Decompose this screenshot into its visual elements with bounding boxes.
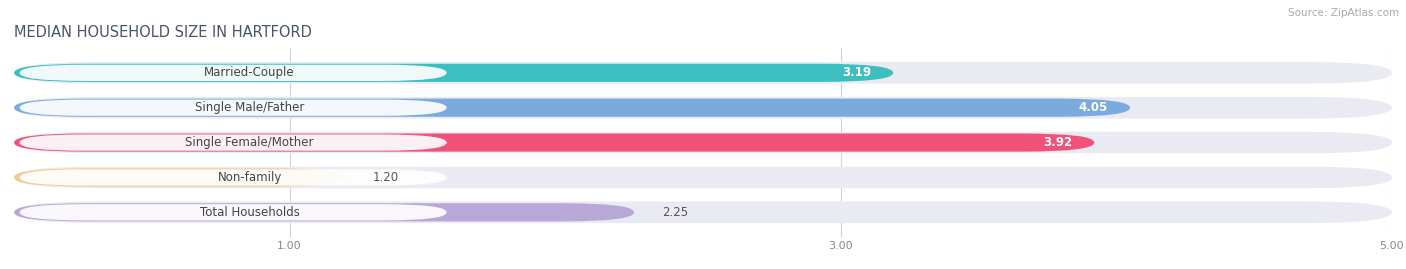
FancyBboxPatch shape xyxy=(20,169,447,186)
Text: Married-Couple: Married-Couple xyxy=(204,66,295,79)
FancyBboxPatch shape xyxy=(14,97,1392,119)
Text: Single Male/Father: Single Male/Father xyxy=(195,101,304,114)
FancyBboxPatch shape xyxy=(14,64,893,82)
FancyBboxPatch shape xyxy=(20,204,447,220)
Text: 3.92: 3.92 xyxy=(1043,136,1073,149)
FancyBboxPatch shape xyxy=(20,100,447,116)
FancyBboxPatch shape xyxy=(20,134,447,151)
FancyBboxPatch shape xyxy=(14,99,1130,117)
FancyBboxPatch shape xyxy=(20,65,447,81)
Text: Total Households: Total Households xyxy=(200,206,299,219)
FancyBboxPatch shape xyxy=(14,132,1392,153)
Text: MEDIAN HOUSEHOLD SIZE IN HARTFORD: MEDIAN HOUSEHOLD SIZE IN HARTFORD xyxy=(14,25,312,40)
FancyBboxPatch shape xyxy=(14,62,1392,84)
Text: Non-family: Non-family xyxy=(218,171,281,184)
FancyBboxPatch shape xyxy=(14,133,1094,152)
Text: Source: ZipAtlas.com: Source: ZipAtlas.com xyxy=(1288,8,1399,18)
Text: 3.19: 3.19 xyxy=(842,66,872,79)
FancyBboxPatch shape xyxy=(14,168,344,186)
Text: Single Female/Mother: Single Female/Mother xyxy=(186,136,314,149)
Text: 4.05: 4.05 xyxy=(1078,101,1108,114)
Text: 2.25: 2.25 xyxy=(662,206,688,219)
FancyBboxPatch shape xyxy=(14,201,1392,223)
Text: 1.20: 1.20 xyxy=(373,171,398,184)
FancyBboxPatch shape xyxy=(14,167,1392,188)
FancyBboxPatch shape xyxy=(14,203,634,221)
